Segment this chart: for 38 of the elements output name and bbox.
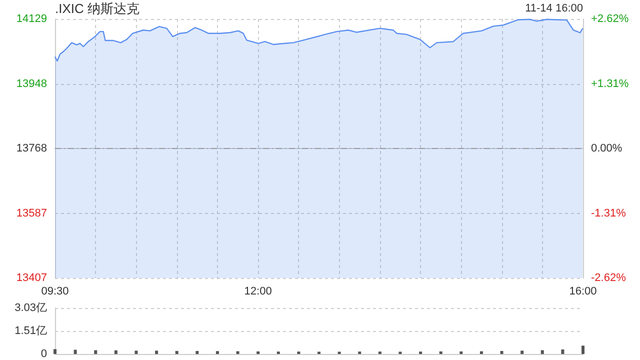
chart-title: .IXIC 纳斯达克 bbox=[55, 1, 140, 16]
x-tick-label: 12:00 bbox=[244, 286, 272, 298]
y-tick-label: 1.51亿 bbox=[14, 325, 47, 338]
y2-tick-label: +1.31% bbox=[591, 78, 629, 90]
bar bbox=[256, 351, 260, 354]
bar bbox=[94, 350, 98, 354]
bar bbox=[460, 351, 463, 354]
bar bbox=[54, 349, 56, 354]
bar bbox=[480, 351, 483, 354]
y2-tick-label: +2.62% bbox=[591, 13, 629, 25]
line-series bbox=[54, 18, 584, 62]
bar bbox=[114, 350, 118, 354]
x-tick-label: 09:30 bbox=[41, 286, 69, 298]
bar bbox=[561, 349, 564, 354]
bar bbox=[175, 350, 178, 354]
y-tick-label: 14129 bbox=[16, 13, 47, 25]
bar bbox=[196, 350, 199, 354]
bar bbox=[439, 351, 442, 354]
bar bbox=[236, 351, 240, 354]
x-tick-label: 16:00 bbox=[569, 286, 597, 298]
y-tick-label: 13407 bbox=[16, 272, 47, 284]
bar bbox=[134, 350, 138, 354]
bar bbox=[216, 351, 219, 354]
bar bbox=[540, 350, 544, 354]
text: 11-14 16:00 bbox=[525, 2, 584, 14]
bar bbox=[582, 346, 584, 354]
bar bbox=[520, 350, 524, 354]
y2-tick-label: -2.62% bbox=[591, 272, 626, 284]
bar bbox=[155, 350, 158, 354]
y-tick-label: 13587 bbox=[16, 207, 47, 220]
y2-tick-label: 0.00% bbox=[591, 142, 622, 154]
y-tick-label: 13768 bbox=[16, 142, 47, 154]
y2-tick-label: -1.31% bbox=[591, 207, 626, 220]
bar bbox=[500, 350, 504, 354]
y-tick-label: 13948 bbox=[16, 78, 47, 90]
y-tick-label: 0 bbox=[40, 348, 47, 360]
bar bbox=[74, 350, 77, 354]
y-tick-label: 3.03亿 bbox=[14, 302, 47, 314]
